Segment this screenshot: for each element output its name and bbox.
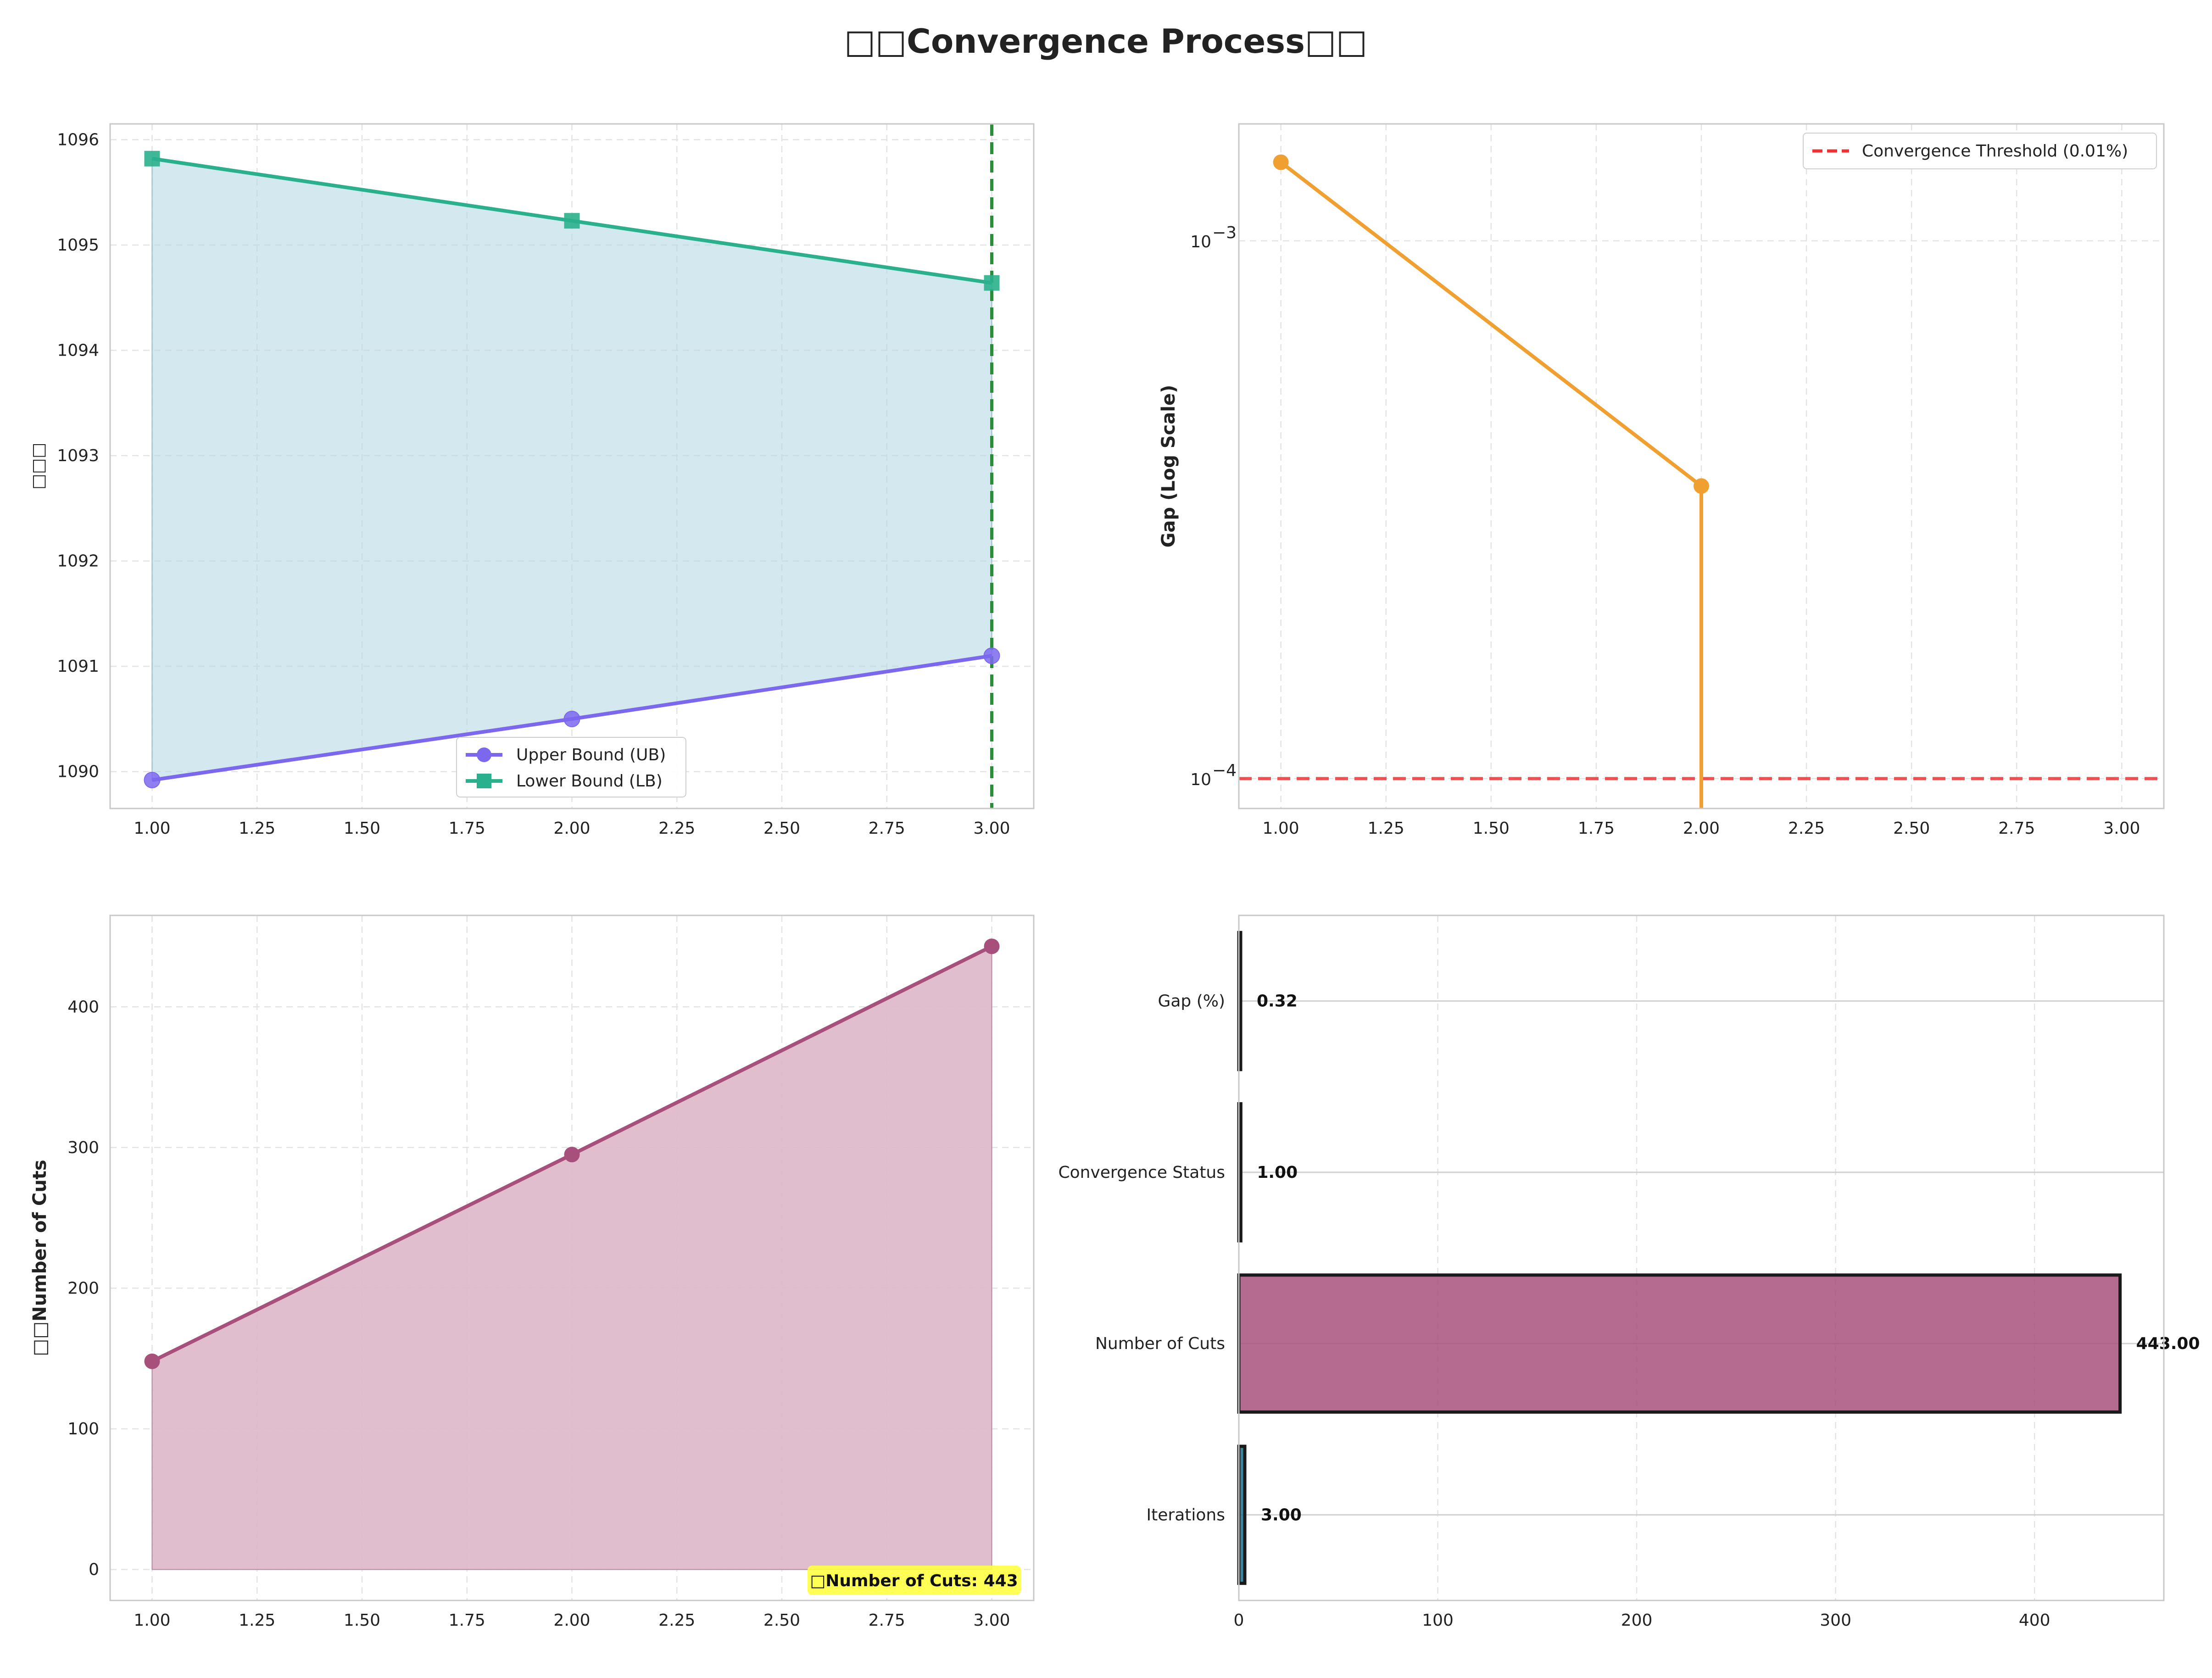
- category-label: Gap (%): [1158, 992, 1225, 1011]
- y-tick-label: 1090: [57, 763, 99, 781]
- x-tick-label: 1.25: [239, 1611, 275, 1630]
- cuts-point: [984, 938, 1000, 954]
- threshold-legend: Convergence Threshold (0.01%): [1803, 133, 2157, 169]
- cuts-point: [144, 1353, 160, 1369]
- cuts-annotation-text: □Number of Cuts: 443: [810, 1572, 1018, 1590]
- x-tick-label: 2.75: [869, 1611, 905, 1630]
- x-tick-label: 1.00: [1263, 819, 1299, 838]
- x-tick-label: 0: [1234, 1611, 1244, 1630]
- y-tick-exponent: −3: [1212, 223, 1237, 242]
- lower-bound-point: [984, 275, 1000, 291]
- x-tick-label: 2.25: [1788, 819, 1825, 838]
- x-tick-label: 100: [1422, 1611, 1454, 1630]
- bar-value-label: 0.32: [1257, 992, 1298, 1011]
- gap-point: [1694, 478, 1709, 494]
- x-tick-label: 2.75: [1998, 819, 2035, 838]
- y-axis-label: Gap (Log Scale): [1158, 385, 1179, 548]
- metric-bar: [1237, 1273, 2122, 1414]
- x-tick-label: 1.75: [449, 819, 485, 838]
- cuts-point: [564, 1147, 580, 1163]
- bar-value-label: 3.00: [1261, 1505, 1302, 1524]
- legend-box: [456, 737, 686, 797]
- legend-ub-label: Upper Bound (UB): [516, 746, 666, 764]
- upper-bound-point: [144, 772, 161, 789]
- plot-frame: [1238, 914, 2165, 1601]
- y-tick-exponent: −4: [1212, 761, 1237, 780]
- cumulative-cuts-panel: 1.00 1.25 1.50 1.75 2.00 2.25 2.50 2.75 3.00 0 100…: [29, 914, 1035, 1630]
- bar-value-label: 443.00: [2136, 1334, 2200, 1353]
- figure-title: □□Convergence Process□□: [844, 22, 1367, 61]
- y-tick-label: 1091: [57, 657, 99, 676]
- upper-bound-point: [563, 710, 580, 727]
- x-tick-label: 1.25: [239, 819, 275, 838]
- y-tick-label: 1094: [57, 341, 99, 360]
- x-tick-label: 3.00: [2103, 819, 2140, 838]
- y-tick-label: 1095: [57, 236, 99, 255]
- y-tick-label: 1092: [57, 552, 99, 571]
- x-tick-label: 2.00: [553, 1611, 590, 1630]
- legend-ub-marker: [477, 747, 491, 762]
- y-tick-label: 1096: [57, 130, 99, 149]
- x-tick-label: 3.00: [973, 1611, 1010, 1630]
- y-tick-label: 10: [1190, 770, 1211, 789]
- legend-lb-label: Lower Bound (LB): [516, 772, 663, 791]
- legend-lb-marker: [477, 774, 491, 788]
- x-tick-label: 1.50: [1473, 819, 1510, 838]
- x-tick-label: 2.00: [1683, 819, 1720, 838]
- bounds-legend: Upper Bound (UB) Lower Bound (LB): [456, 737, 686, 797]
- y-tick-label: 10: [1190, 233, 1211, 251]
- y-tick-label: 100: [67, 1420, 99, 1438]
- x-tick-label: 2.50: [763, 819, 800, 838]
- legend-box: [1803, 133, 2157, 169]
- x-tick-label: 3.00: [973, 819, 1010, 838]
- x-tick-label: 1.75: [449, 1611, 485, 1630]
- category-label: Number of Cuts: [1095, 1334, 1225, 1353]
- convergence-speed-metrics-panel: 0 100 200 300 400 Iterations 3.00 Number of Cut…: [1058, 914, 2200, 1630]
- x-tick-label: 300: [1820, 1611, 1851, 1630]
- y-tick-label: 1093: [57, 446, 99, 465]
- cuts-annotation-badge: [808, 1566, 1021, 1595]
- bounds-gap-band: [151, 158, 992, 781]
- y-tick-label: 300: [67, 1138, 99, 1157]
- category-label: Convergence Status: [1058, 1163, 1225, 1182]
- x-tick-label: 1.50: [344, 1611, 380, 1630]
- y-axis-label: □□□: [29, 443, 48, 490]
- x-tick-label: 2.25: [658, 1611, 695, 1630]
- y-axis-label: □□Number of Cuts: [29, 1160, 50, 1356]
- lower-bound-point: [564, 213, 580, 229]
- bar-value-label: 1.00: [1257, 1163, 1298, 1182]
- x-tick-label: 1.00: [134, 1611, 170, 1630]
- y-tick-label: 200: [67, 1279, 99, 1298]
- x-tick-label: 400: [2019, 1611, 2050, 1630]
- upper-bound-point: [983, 647, 1000, 664]
- x-tick-label: 1.75: [1578, 819, 1615, 838]
- lower-bound-point: [144, 151, 160, 167]
- plot-frame: [109, 123, 1035, 809]
- category-label: Iterations: [1147, 1505, 1225, 1524]
- bounds-convergence-panel: 1.00 1.25 1.50 1.75 2.00 2.25 2.50 2.75 3.00 1090…: [29, 123, 1035, 838]
- x-tick-label: 200: [1621, 1611, 1653, 1630]
- legend-threshold-label: Convergence Threshold (0.01%): [1862, 142, 2128, 161]
- x-tick-label: 2.75: [869, 819, 905, 838]
- gap-point: [1273, 154, 1289, 170]
- plot-frame: [109, 914, 1035, 1601]
- x-tick-label: 2.50: [763, 1611, 800, 1630]
- plot-frame: [1238, 123, 2165, 809]
- y-tick-label: 400: [67, 998, 99, 1016]
- x-tick-label: 2.00: [553, 819, 590, 838]
- y-tick-label: 0: [89, 1561, 99, 1579]
- x-tick-label: 2.50: [1893, 819, 1930, 838]
- x-tick-label: 2.25: [658, 819, 695, 838]
- x-tick-label: 1.00: [134, 819, 170, 838]
- x-tick-label: 1.25: [1368, 819, 1404, 838]
- x-tick-label: 1.50: [344, 819, 380, 838]
- metric-bar: [1237, 1444, 1247, 1585]
